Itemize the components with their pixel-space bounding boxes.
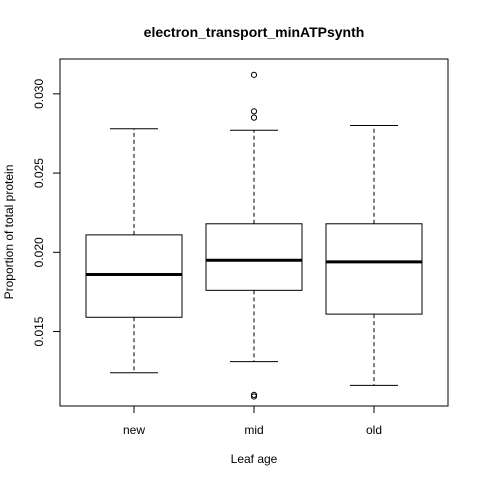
outlier-point (251, 72, 256, 77)
y-tick-label: 0.030 (32, 79, 46, 109)
y-tick-label: 0.015 (32, 316, 46, 346)
box-mid (206, 224, 302, 291)
outlier-point (251, 115, 256, 120)
outlier-point (251, 109, 256, 114)
chart-title: electron_transport_minATPsynth (144, 24, 365, 40)
x-tick-label: mid (244, 423, 263, 437)
x-tick-label: new (123, 423, 145, 437)
chart-marks: 0.015 0.020 0.025 0.030 new mid old (32, 72, 422, 437)
box-new (86, 235, 182, 317)
x-tick-label: old (366, 423, 382, 437)
y-tick-label: 0.020 (32, 237, 46, 267)
x-axis-label: Leaf age (231, 452, 278, 466)
box-old (326, 224, 422, 314)
y-tick-label: 0.025 (32, 158, 46, 188)
y-axis-label: Proportion of total protein (2, 165, 16, 300)
